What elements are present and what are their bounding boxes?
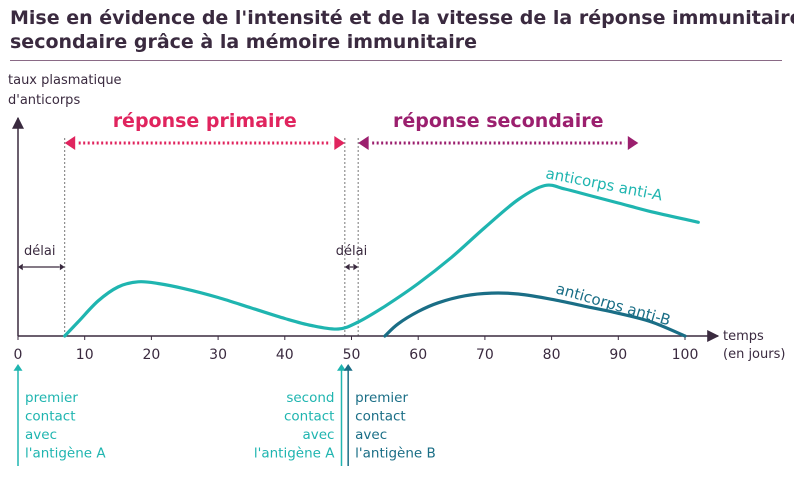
x-tick-label-80: 80: [543, 347, 561, 363]
x-tick-label-60: 60: [409, 347, 427, 363]
x-tick-label-10: 10: [76, 347, 94, 363]
delay-label-0: délai: [24, 244, 55, 259]
event-label-1-line-2: avec: [302, 427, 334, 443]
event-label-0-line-0: premier: [25, 390, 78, 406]
delay-label-1: délai: [336, 244, 367, 259]
delay-arrow-head-right-0: [59, 263, 65, 271]
delay-arrow-head-left-1: [344, 263, 350, 271]
event-label-1-line-3: l'antigène A: [254, 446, 335, 462]
phase-primary-label: réponse primaire: [113, 110, 297, 132]
event-label-2-line-2: avec: [355, 427, 387, 443]
y-axis-label-line-1: taux plasmatique: [8, 73, 122, 88]
x-tick-label-30: 30: [209, 347, 227, 363]
delay-arrow-head-right-1: [353, 263, 359, 271]
x-tick-label-50: 50: [343, 347, 361, 363]
event-marker-arrow-2: [343, 364, 353, 371]
event-label-2-line-1: contact: [355, 409, 406, 425]
x-tick-label-40: 40: [276, 347, 294, 363]
event-label-1-line-0: second: [286, 390, 334, 406]
x-tick-label-90: 90: [609, 347, 627, 363]
event-marker-arrow-0: [13, 364, 23, 371]
x-tick-label-0: 0: [14, 347, 23, 363]
phase-secondary-label: réponse secondaire: [393, 110, 603, 132]
chart-title: Mise en évidence de l'intensité et de la…: [10, 6, 794, 54]
x-axis-label-line-2: (en jours): [723, 347, 785, 362]
x-tick-label-70: 70: [476, 347, 494, 363]
event-label-1-line-1: contact: [284, 409, 335, 425]
event-label-2-line-0: premier: [355, 390, 408, 406]
title-line-1: Mise en évidence de l'intensité et de la…: [10, 7, 794, 29]
delay-arrow-head-left-0: [18, 263, 23, 271]
x-tick-label-20: 20: [142, 347, 160, 363]
event-marker-arrow-1: [336, 364, 346, 371]
phase-primary-arrow-head-left: [64, 136, 76, 150]
phase-secondary-arrow-head-left: [358, 136, 369, 150]
x-tick-label-100: 100: [672, 347, 699, 363]
series-line-anti-b: [383, 291, 687, 338]
phase-secondary-arrow-head-right: [627, 136, 639, 150]
y-axis-label-line-2: d'anticorps: [8, 93, 80, 108]
event-label-0-line-1: contact: [25, 409, 76, 425]
title-divider: [10, 60, 782, 61]
x-axis-label-line-1: temps: [723, 329, 764, 344]
event-label-0-line-3: l'antigène A: [25, 446, 106, 462]
event-label-2-line-3: l'antigène B: [355, 446, 436, 462]
title-line-2: secondaire grâce à la mémoire immunitair…: [10, 31, 478, 53]
series-line-anti-a: [63, 183, 700, 338]
phase-primary-arrow-head-right: [334, 136, 345, 150]
event-label-0-line-2: avec: [25, 427, 57, 443]
